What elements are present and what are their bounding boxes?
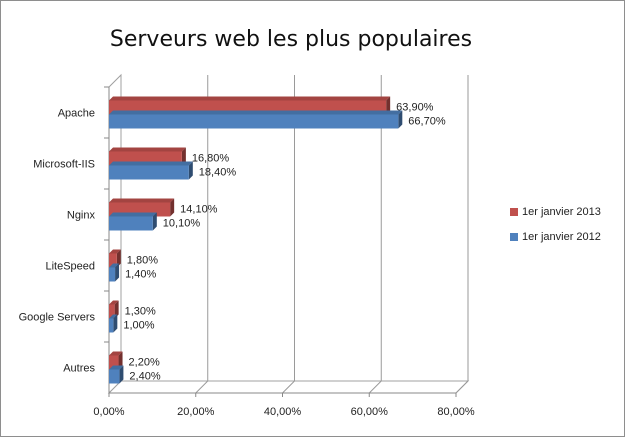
data-label: 10,10% xyxy=(163,218,201,230)
bar-top-face xyxy=(109,198,175,203)
data-label: 1,80% xyxy=(127,255,158,267)
gridline-floor xyxy=(282,380,295,394)
gridline-floor xyxy=(368,380,382,394)
x-tick-label: 0,00% xyxy=(93,406,124,418)
bar xyxy=(109,114,399,129)
bar-side-face xyxy=(386,96,391,115)
x-tick-label: 80,00% xyxy=(437,406,475,418)
legend: 1er janvier 2013 1er janvier 2012 xyxy=(510,199,601,249)
bar xyxy=(109,318,114,333)
bar-side-face xyxy=(115,263,120,282)
category-label: Apache xyxy=(58,108,95,120)
bar-top-face xyxy=(109,161,193,166)
bar-side-face xyxy=(114,300,119,319)
bar-top-face xyxy=(109,110,403,115)
bar-side-face xyxy=(119,365,124,384)
bar-top-face xyxy=(109,351,123,356)
legend-item: 1er janvier 2013 xyxy=(510,199,601,224)
bar-side-face xyxy=(170,198,175,217)
data-label: 16,80% xyxy=(192,153,230,165)
bar-side-face xyxy=(118,351,123,370)
bar-top-face xyxy=(109,96,391,101)
gridline-floor xyxy=(195,380,209,394)
bar-side-face xyxy=(181,147,186,166)
data-label: 1,00% xyxy=(123,320,154,332)
gridline-floor xyxy=(455,380,469,394)
bar-side-face xyxy=(116,249,121,268)
category-label: Nginx xyxy=(67,210,96,222)
bar-side-face xyxy=(398,110,403,129)
legend-swatch xyxy=(510,232,518,241)
bar-top-face xyxy=(109,314,118,319)
bar-side-face xyxy=(152,212,157,231)
category-label: Google Servers xyxy=(19,312,96,324)
data-label: 14,10% xyxy=(180,204,218,216)
bar-top-face xyxy=(109,212,157,217)
data-label: 63,90% xyxy=(396,102,434,114)
x-tick-label: 40,00% xyxy=(264,406,302,418)
data-label: 66,70% xyxy=(408,116,446,128)
x-tick-label: 20,00% xyxy=(177,406,215,418)
bar-top-face xyxy=(109,365,124,370)
bar xyxy=(109,165,189,180)
data-label: 18,40% xyxy=(199,167,237,179)
x-tick-label: 60,00% xyxy=(351,406,389,418)
bar-top-face xyxy=(109,300,119,305)
bar-top-face xyxy=(109,263,120,268)
legend-swatch xyxy=(510,207,518,216)
bar-side-face xyxy=(113,314,118,333)
category-label: LiteSpeed xyxy=(45,261,95,273)
bar xyxy=(109,267,116,282)
category-label: Autres xyxy=(63,363,95,375)
bar-top-face xyxy=(109,147,186,152)
bar-top-face xyxy=(109,249,121,254)
bar xyxy=(109,355,119,370)
data-label: 2,40% xyxy=(129,371,160,383)
category-label: Microsoft-IIS xyxy=(33,159,95,171)
data-label: 1,40% xyxy=(125,269,156,281)
data-label: 2,20% xyxy=(129,357,160,369)
data-label: 1,30% xyxy=(125,306,156,318)
bar xyxy=(109,216,153,231)
chart-title: Serveurs web les plus populaires xyxy=(109,27,473,52)
legend-label: 1er janvier 2013 xyxy=(522,205,601,218)
bar xyxy=(109,253,117,268)
bar-side-face xyxy=(188,161,193,180)
bar xyxy=(109,369,120,384)
legend-item: 1er janvier 2012 xyxy=(510,224,601,249)
legend-label: 1er janvier 2012 xyxy=(522,230,601,243)
bar xyxy=(109,304,115,319)
